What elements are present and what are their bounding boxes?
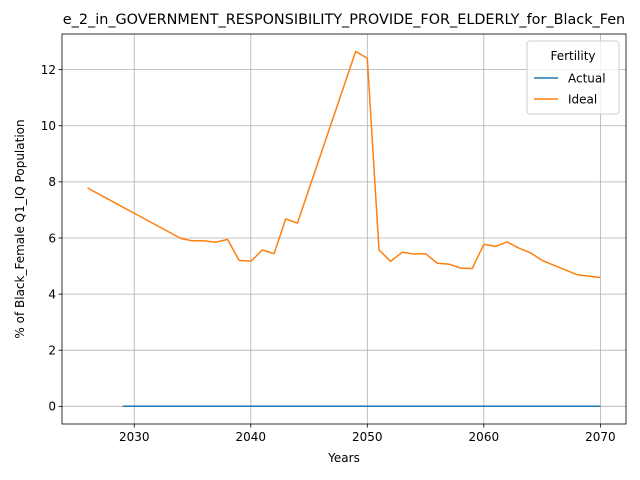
y-tick-label: 2: [48, 344, 56, 358]
x-tick-label: 2060: [469, 430, 500, 444]
legend-title: Fertility: [550, 49, 595, 63]
legend-label-ideal: Ideal: [568, 92, 597, 106]
axis-ticks: 2030 2040 2050 2060 2070 0 2 4 6 8 10 12: [41, 63, 616, 444]
y-axis-label: % of Black_Female Q1_IQ Population: [13, 119, 27, 338]
legend-entries: Actual Ideal: [534, 71, 606, 106]
x-tick-label: 2030: [119, 430, 150, 444]
y-tick-label: 12: [41, 63, 56, 77]
x-tick-label: 2050: [352, 430, 383, 444]
y-tick-label: 6: [48, 231, 56, 245]
legend-box: [526, 40, 620, 115]
series-lines: [87, 50, 601, 408]
x-tick-label: 2040: [236, 430, 267, 444]
legend-label-actual: Actual: [568, 71, 606, 85]
legend: Fertility Actual Ideal: [526, 40, 620, 115]
chart-title: e_2_in_GOVERNMENT_RESPONSIBILITY_PROVIDE…: [63, 12, 625, 28]
y-tick-label: 8: [48, 175, 56, 189]
plot-area-frame: [61, 33, 627, 425]
y-tick-label: 10: [41, 119, 56, 133]
x-axis-label: Years: [327, 451, 360, 465]
y-tick-label: 0: [48, 400, 56, 414]
series-line-ideal: [87, 50, 601, 279]
x-tick-label: 2070: [585, 430, 616, 444]
y-tick-label: 4: [48, 287, 56, 301]
